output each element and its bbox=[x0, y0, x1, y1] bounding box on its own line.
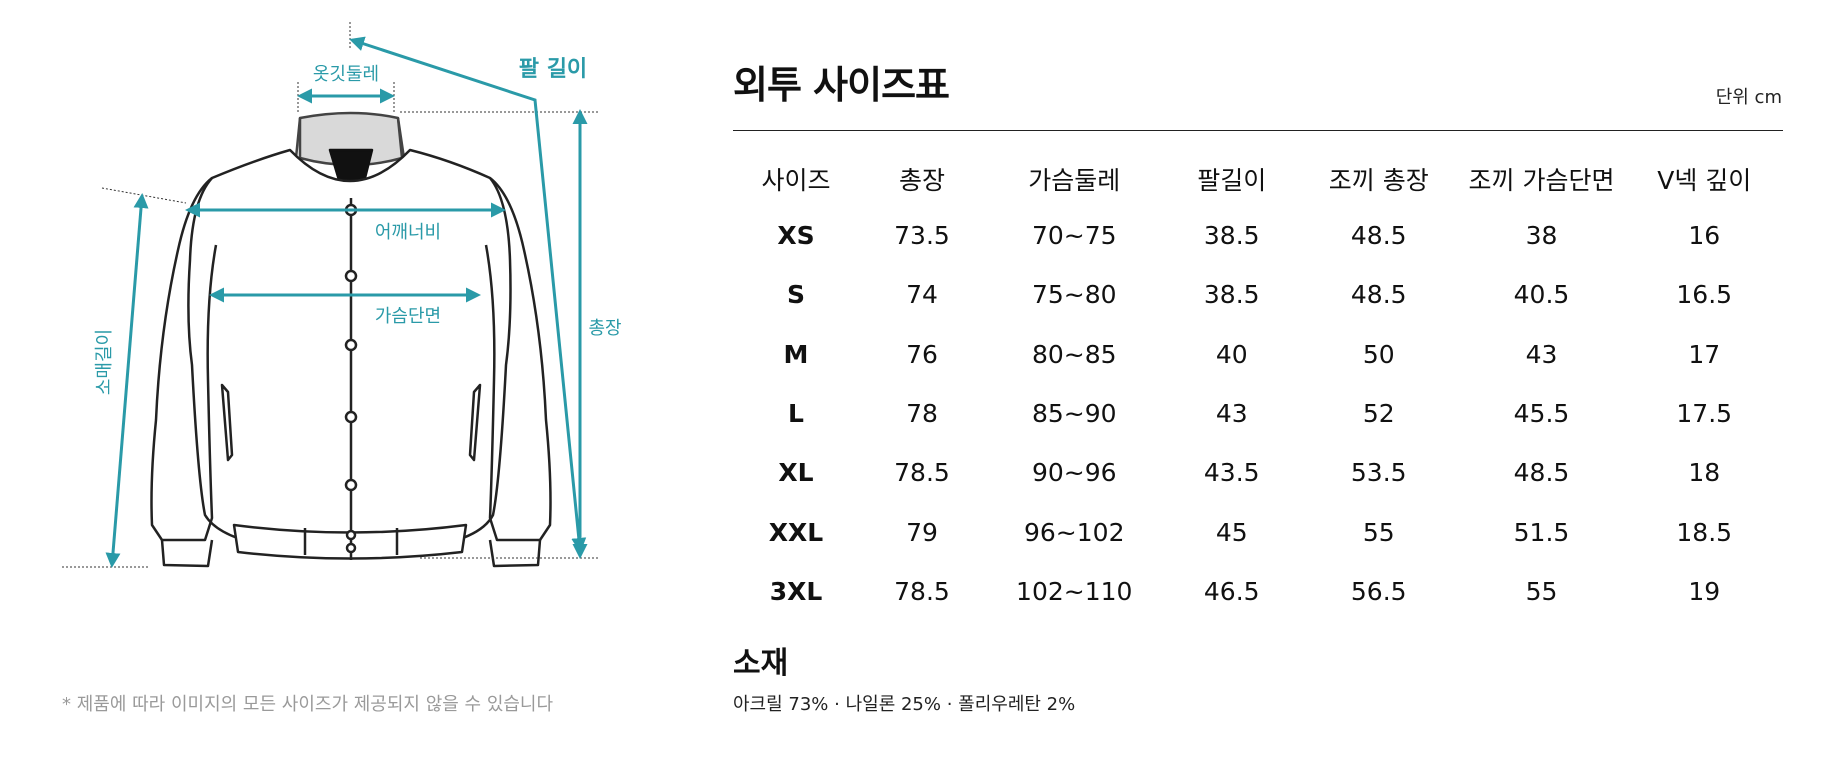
table-cell: 50 bbox=[1362, 339, 1395, 369]
table-cell: 17 bbox=[1688, 339, 1721, 369]
table-cell: 51.5 bbox=[1513, 517, 1570, 547]
jacket-outline bbox=[150, 111, 552, 568]
table-cell: 46.5 bbox=[1203, 576, 1260, 606]
page-title: 외투 사이즈표 bbox=[733, 63, 950, 107]
table-cell: 43 bbox=[1525, 339, 1558, 369]
table-row: S 74 75~80 38.5 48.5 40.5 16.5 bbox=[733, 265, 1783, 324]
table-cell: 38.5 bbox=[1203, 221, 1260, 251]
material-heading: 소재 bbox=[733, 646, 789, 681]
table-row: 3XL 78.5 102~110 46.5 56.5 55 19 bbox=[733, 562, 1783, 621]
table-cell: 79 bbox=[906, 517, 938, 547]
size-cell: S bbox=[786, 280, 805, 310]
table-row: L 78 85~90 43 52 45.5 17.5 bbox=[733, 384, 1783, 443]
table-cell: 80~85 bbox=[1031, 339, 1117, 369]
shoulder-label: 어깨너비 bbox=[375, 222, 441, 243]
table-cell: 78.5 bbox=[894, 576, 950, 606]
table-cell: 52 bbox=[1362, 399, 1395, 429]
table-cell: 102~110 bbox=[1016, 576, 1133, 606]
size-table-header: 사이즈 총장 가슴둘레 팔길이 조끼 총장 조끼 가슴단면 V넥 깊이 bbox=[733, 152, 1783, 206]
table-cell: 38 bbox=[1525, 221, 1558, 251]
table-cell: 78 bbox=[906, 399, 938, 429]
table-cell: 18.5 bbox=[1676, 517, 1733, 547]
table-cell: 55 bbox=[1525, 576, 1558, 606]
header-chest: 가슴둘레 bbox=[1028, 166, 1121, 195]
chest-half-label: 가슴단면 bbox=[375, 306, 441, 327]
header-vneck-depth: V넥 깊이 bbox=[1657, 166, 1752, 195]
table-cell: 85~90 bbox=[1031, 399, 1117, 429]
size-cell: M bbox=[783, 339, 809, 369]
table-cell: 18 bbox=[1688, 458, 1721, 488]
table-cell: 96~102 bbox=[1024, 517, 1125, 547]
table-cell: 48.5 bbox=[1350, 221, 1407, 251]
table-cell: 78.5 bbox=[894, 458, 950, 488]
table-cell: 19 bbox=[1688, 576, 1721, 606]
table-cell: 17.5 bbox=[1676, 399, 1733, 429]
jacket-measurement-diagram: 옷깃둘레 팔 길이 어깨너비 가슴단면 소매길이 총장 bbox=[62, 22, 622, 568]
size-cell: XXL bbox=[768, 517, 824, 547]
table-cell: 53.5 bbox=[1350, 458, 1407, 488]
size-cell: XS bbox=[777, 221, 815, 251]
table-cell: 45.5 bbox=[1513, 399, 1570, 429]
size-cell: 3XL bbox=[769, 576, 823, 606]
total-length-label: 총장 bbox=[588, 318, 621, 339]
table-cell: 74 bbox=[906, 280, 938, 310]
table-cell: 90~96 bbox=[1031, 458, 1117, 488]
table-cell: 76 bbox=[906, 339, 938, 369]
arm-length-label: 팔 길이 bbox=[519, 57, 587, 82]
table-row: XL 78.5 90~96 43.5 53.5 48.5 18 bbox=[733, 443, 1783, 502]
header-vest-chest-half: 조끼 가슴단면 bbox=[1468, 166, 1615, 195]
unit-label: 단위 cm bbox=[1715, 87, 1782, 108]
title-divider bbox=[733, 130, 1783, 131]
size-cell: XL bbox=[778, 458, 814, 488]
table-cell: 16.5 bbox=[1676, 280, 1733, 310]
header-arm-length: 팔길이 bbox=[1197, 166, 1267, 195]
table-cell: 73.5 bbox=[894, 221, 950, 251]
table-cell: 38.5 bbox=[1203, 280, 1260, 310]
table-row: XS 73.5 70~75 38.5 48.5 38 16 bbox=[733, 206, 1783, 265]
table-cell: 56.5 bbox=[1350, 576, 1407, 606]
dimension-arrows bbox=[105, 36, 588, 568]
table-cell: 70~75 bbox=[1031, 221, 1117, 251]
table-cell: 43 bbox=[1215, 399, 1248, 429]
size-cell: L bbox=[788, 399, 804, 429]
table-cell: 75~80 bbox=[1031, 280, 1117, 310]
table-row: M 76 80~85 40 50 43 17 bbox=[733, 325, 1783, 384]
table-cell: 48.5 bbox=[1513, 458, 1570, 488]
disclaimer-note: * 제품에 따라 이미지의 모든 사이즈가 제공되지 않을 수 있습니다 bbox=[62, 694, 554, 715]
sleeve-label: 소매길이 bbox=[94, 329, 115, 395]
material-composition: 아크릴 73% · 나일론 25% · 폴리우레탄 2% bbox=[733, 694, 1076, 715]
table-cell: 16 bbox=[1688, 221, 1721, 251]
table-cell: 55 bbox=[1362, 517, 1395, 547]
header-size: 사이즈 bbox=[761, 166, 831, 195]
size-table: 사이즈 총장 가슴둘레 팔길이 조끼 총장 조끼 가슴단면 V넥 깊이 XS 7… bbox=[733, 152, 1783, 621]
header-vest-length: 조끼 총장 bbox=[1328, 166, 1429, 195]
collar-label: 옷깃둘레 bbox=[313, 64, 379, 85]
table-cell: 40 bbox=[1215, 339, 1248, 369]
header-total-length: 총장 bbox=[898, 166, 945, 195]
table-cell: 43.5 bbox=[1203, 458, 1260, 488]
table-cell: 48.5 bbox=[1350, 280, 1407, 310]
table-cell: 40.5 bbox=[1513, 280, 1570, 310]
table-cell: 45 bbox=[1215, 517, 1248, 547]
table-row: XXL 79 96~102 45 55 51.5 18.5 bbox=[733, 502, 1783, 561]
